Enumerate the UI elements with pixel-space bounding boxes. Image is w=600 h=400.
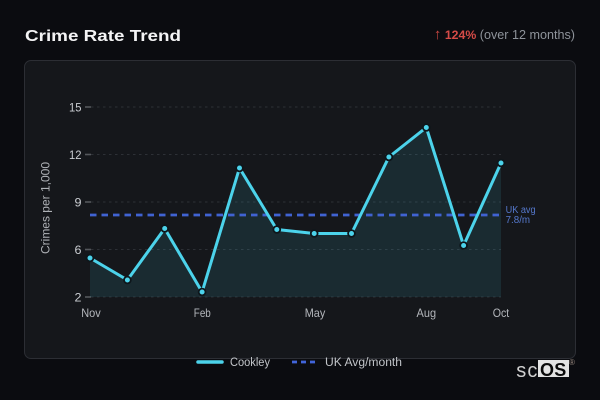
svg-text:7.8/m: 7.8/m (506, 215, 530, 226)
svg-text:6: 6 (75, 243, 82, 257)
svg-text:12: 12 (69, 148, 82, 162)
svg-text:15: 15 (69, 101, 82, 115)
svg-text:UK Avg/month: UK Avg/month (325, 357, 402, 369)
svg-text:Nov: Nov (81, 306, 101, 320)
svg-text:UK avg: UK avg (506, 205, 536, 216)
svg-text:Oct: Oct (493, 306, 510, 320)
svg-text:9: 9 (75, 196, 82, 210)
svg-text:Cookley: Cookley (230, 357, 270, 369)
svg-text:2: 2 (75, 291, 82, 305)
svg-text:May: May (305, 306, 326, 320)
svg-text:Feb: Feb (194, 306, 211, 320)
svg-text:Crimes per 1,000: Crimes per 1,000 (39, 162, 53, 254)
svg-text:Aug: Aug (417, 306, 437, 320)
